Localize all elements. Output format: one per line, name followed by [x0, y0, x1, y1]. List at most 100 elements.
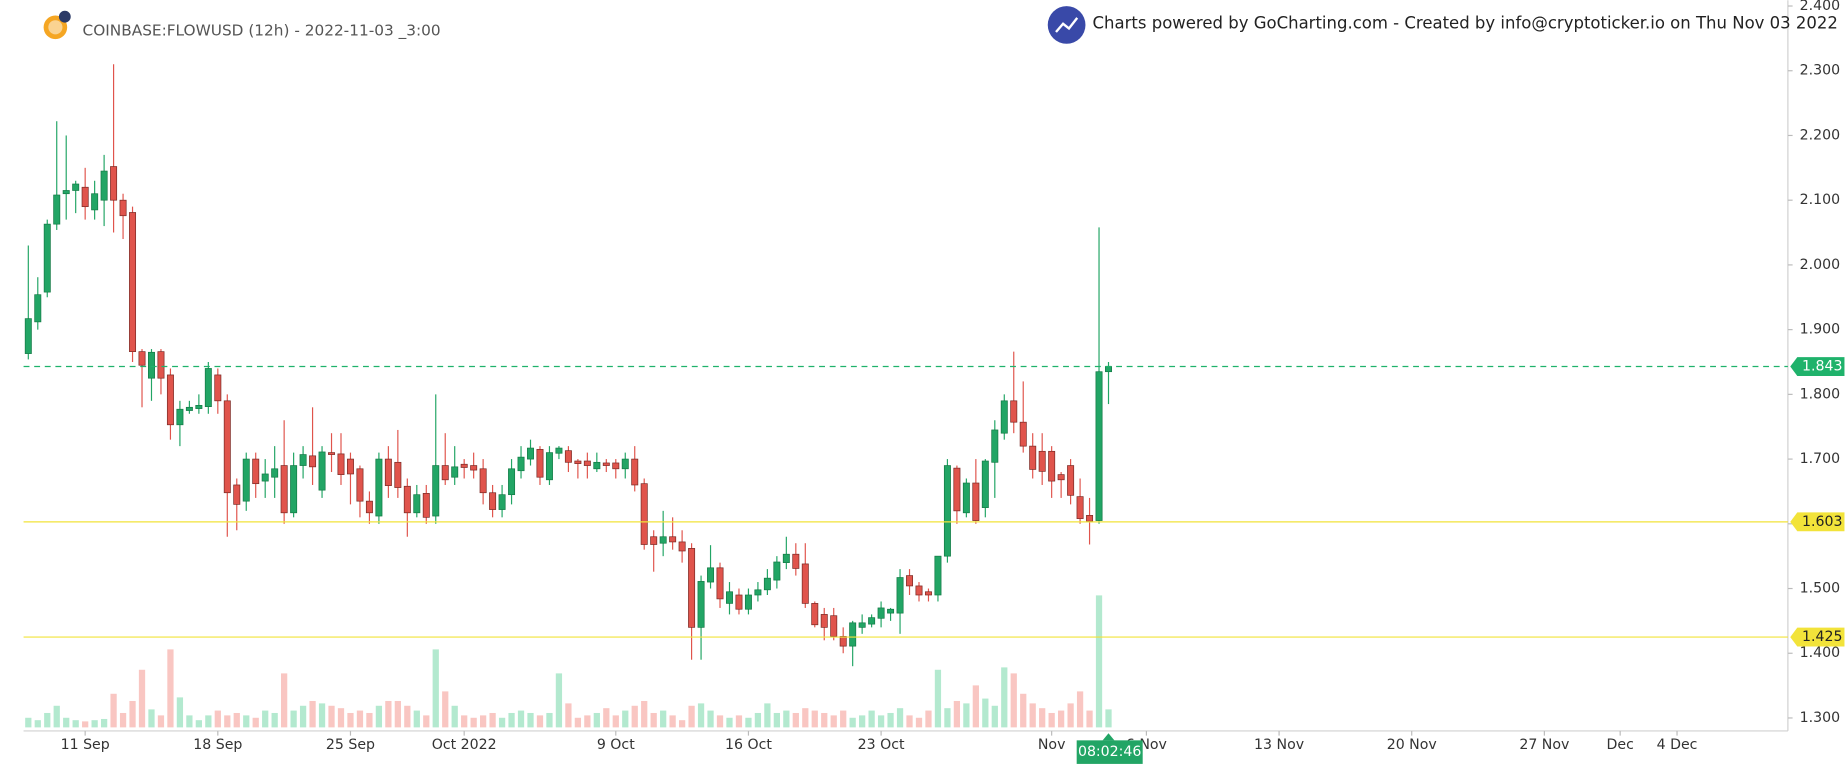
volume-bar [1039, 708, 1046, 728]
volume-bar [697, 703, 705, 728]
volume-bar [546, 712, 553, 728]
x-tick-label: 9 Oct [597, 737, 635, 753]
volume-bar [498, 717, 506, 728]
candle-body [593, 461, 601, 470]
candle-body [166, 374, 174, 426]
volume-bar [1076, 691, 1084, 728]
volume-bar [1010, 673, 1017, 728]
volume-bar [1058, 710, 1065, 728]
x-tick-label: 25 Sep [326, 737, 375, 753]
y-tick-label: 1.400 [1800, 645, 1840, 661]
candle-body [119, 199, 127, 217]
volume-bar [63, 717, 70, 728]
volume-bar [660, 710, 667, 728]
candle-body [62, 190, 70, 195]
volume-bar [281, 673, 288, 728]
price-level-pointer [1790, 357, 1845, 376]
candle-body [185, 406, 193, 411]
candle-body [1057, 474, 1065, 481]
x-tick-label: 27 Nov [1519, 737, 1569, 753]
candle-body [763, 577, 771, 591]
candle-body [735, 594, 743, 610]
volume-bar [1067, 703, 1074, 728]
volume-bar [394, 700, 401, 728]
volume-bar [811, 710, 818, 728]
volume-bar [262, 710, 269, 728]
volume-bar [1029, 703, 1036, 728]
volume-bar [745, 717, 752, 728]
candle-body [1076, 496, 1084, 519]
volume-bar [764, 703, 771, 728]
volume-bar [413, 710, 420, 728]
candle-body [801, 563, 809, 604]
chart-title: COINBASE:FLOWUSD (12h) - 2022-11-03 _3:0… [83, 21, 441, 40]
logo-coin-inner [48, 20, 63, 35]
candle-body [688, 548, 696, 628]
volume-bar [612, 715, 619, 728]
candle-body [631, 458, 639, 486]
candle-body [1095, 371, 1103, 521]
volume-bar [252, 717, 259, 728]
plot-area [24, 64, 1112, 728]
candle-body [650, 536, 658, 545]
candle-body [280, 465, 288, 514]
candle-body [858, 622, 866, 628]
volume-bar [953, 700, 961, 728]
candle-body [583, 460, 591, 466]
volume-bar [896, 708, 904, 728]
volume-bar [489, 712, 496, 728]
volume-bar [309, 700, 316, 728]
candle-body [252, 458, 260, 485]
candle-body [868, 617, 876, 625]
volume-bar [565, 703, 572, 728]
volume-bar [34, 720, 41, 728]
candle-body [498, 494, 506, 510]
volume-bar [1001, 667, 1008, 728]
volume-bar [432, 649, 439, 728]
candle-body [365, 500, 373, 514]
volume-bar [91, 720, 98, 728]
x-tick-label: 20 Nov [1387, 737, 1437, 753]
volume-bar [366, 712, 373, 728]
candle-body [754, 589, 762, 596]
y-tick-label: 2.100 [1800, 192, 1840, 208]
candle-body [413, 494, 421, 514]
gocharting-logo [1047, 6, 1086, 44]
volume-bar [963, 703, 970, 728]
candle-body [204, 368, 212, 408]
candle-body [24, 318, 32, 354]
candle-body [849, 622, 857, 647]
y-tick-label: 2.000 [1800, 257, 1840, 273]
volume-bar [830, 715, 837, 728]
candle-body [375, 458, 383, 517]
volume-bar [110, 693, 117, 728]
candle-body [72, 183, 80, 191]
volume-bar [887, 712, 894, 728]
volume-bar [688, 705, 695, 728]
x-tick-label: Oct 2022 [432, 737, 497, 753]
candle-body [981, 460, 989, 508]
x-tick-label: Dec [1607, 737, 1634, 753]
volume-bar [1095, 595, 1103, 728]
candle-body [309, 455, 317, 468]
volume-bar [555, 673, 563, 728]
volume-bar [1105, 709, 1112, 728]
candle-body [1010, 400, 1018, 423]
candle-body [659, 536, 667, 544]
candle-body [129, 212, 137, 352]
volume-bar [631, 705, 638, 728]
candle-body [261, 473, 269, 482]
volume-bar [622, 710, 629, 728]
volume-bar [982, 698, 989, 728]
candle-body [943, 465, 951, 557]
volume-bar [972, 685, 979, 728]
candle-body [1038, 450, 1046, 472]
volume-bar [593, 712, 600, 728]
candle-body [384, 458, 392, 486]
y-tick-label: 2.300 [1800, 63, 1840, 79]
volume-bar [205, 715, 212, 728]
candle-body [726, 591, 733, 604]
candle-body [290, 465, 298, 514]
volume-bar [404, 705, 411, 728]
